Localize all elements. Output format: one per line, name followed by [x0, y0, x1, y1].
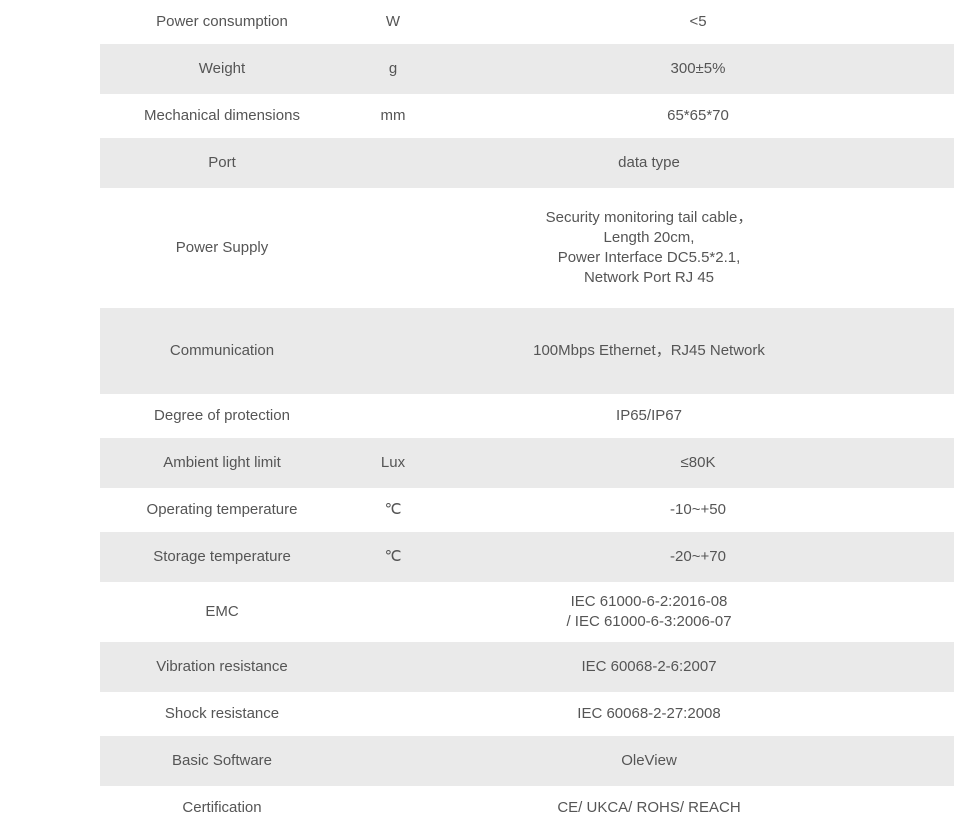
- param-cell: Storage temperature: [100, 532, 344, 582]
- param-cell: Power Supply: [100, 188, 344, 308]
- unit-cell: mm: [344, 94, 442, 138]
- value-cell: 300±5%: [442, 44, 954, 94]
- value-cell: IEC 60068-2-6:2007: [344, 642, 954, 692]
- param-cell: Shock resistance: [100, 692, 344, 736]
- param-cell: EMC: [100, 582, 344, 642]
- unit-cell: W: [344, 0, 442, 44]
- table-row: Storage temperature℃-20~+70: [100, 532, 954, 582]
- param-cell: Weight: [100, 44, 344, 94]
- param-cell: Power consumption: [100, 0, 344, 44]
- table-row: Ambient light limitLux≤80K: [100, 438, 954, 488]
- table-row: Basic SoftwareOleView: [100, 736, 954, 786]
- unit-cell: Lux: [344, 438, 442, 488]
- spec-table: Power consumptionW<5Weightg300±5%Mechani…: [100, 0, 954, 830]
- param-cell: Certification: [100, 786, 344, 830]
- value-cell: -20~+70: [442, 532, 954, 582]
- unit-cell: g: [344, 44, 442, 94]
- unit-cell: ℃: [344, 532, 442, 582]
- table-row: EMCIEC 61000-6-2:2016-08 / IEC 61000-6-3…: [100, 582, 954, 642]
- param-cell: Port: [100, 138, 344, 188]
- table-row: Power SupplySecurity monitoring tail cab…: [100, 188, 954, 308]
- param-cell: Degree of protection: [100, 394, 344, 438]
- value-cell: 65*65*70: [442, 94, 954, 138]
- table-row: Communication100Mbps Ethernet，RJ45 Netwo…: [100, 308, 954, 394]
- table-row: Operating temperature℃-10~+50: [100, 488, 954, 532]
- table-row: Power consumptionW<5: [100, 0, 954, 44]
- value-cell: CE/ UKCA/ ROHS/ REACH: [344, 786, 954, 830]
- table-row: Shock resistanceIEC 60068-2-27:2008: [100, 692, 954, 736]
- value-cell: ≤80K: [442, 438, 954, 488]
- value-cell: data type: [344, 138, 954, 188]
- table-row: Degree of protectionIP65/IP67: [100, 394, 954, 438]
- table-row: Portdata type: [100, 138, 954, 188]
- param-cell: Basic Software: [100, 736, 344, 786]
- param-cell: Communication: [100, 308, 344, 394]
- value-cell: IEC 60068-2-27:2008: [344, 692, 954, 736]
- param-cell: Vibration resistance: [100, 642, 344, 692]
- value-cell: <5: [442, 0, 954, 44]
- value-cell: IEC 61000-6-2:2016-08 / IEC 61000-6-3:20…: [344, 582, 954, 642]
- value-cell: IP65/IP67: [344, 394, 954, 438]
- value-cell: Security monitoring tail cable， Length 2…: [344, 188, 954, 308]
- unit-cell: ℃: [344, 488, 442, 532]
- table-row: CertificationCE/ UKCA/ ROHS/ REACH: [100, 786, 954, 830]
- table-row: Weightg300±5%: [100, 44, 954, 94]
- value-cell: 100Mbps Ethernet，RJ45 Network: [344, 308, 954, 394]
- value-cell: OleView: [344, 736, 954, 786]
- param-cell: Operating temperature: [100, 488, 344, 532]
- table-row: Mechanical dimensionsmm65*65*70: [100, 94, 954, 138]
- value-cell: -10~+50: [442, 488, 954, 532]
- param-cell: Mechanical dimensions: [100, 94, 344, 138]
- table-row: Vibration resistanceIEC 60068-2-6:2007: [100, 642, 954, 692]
- param-cell: Ambient light limit: [100, 438, 344, 488]
